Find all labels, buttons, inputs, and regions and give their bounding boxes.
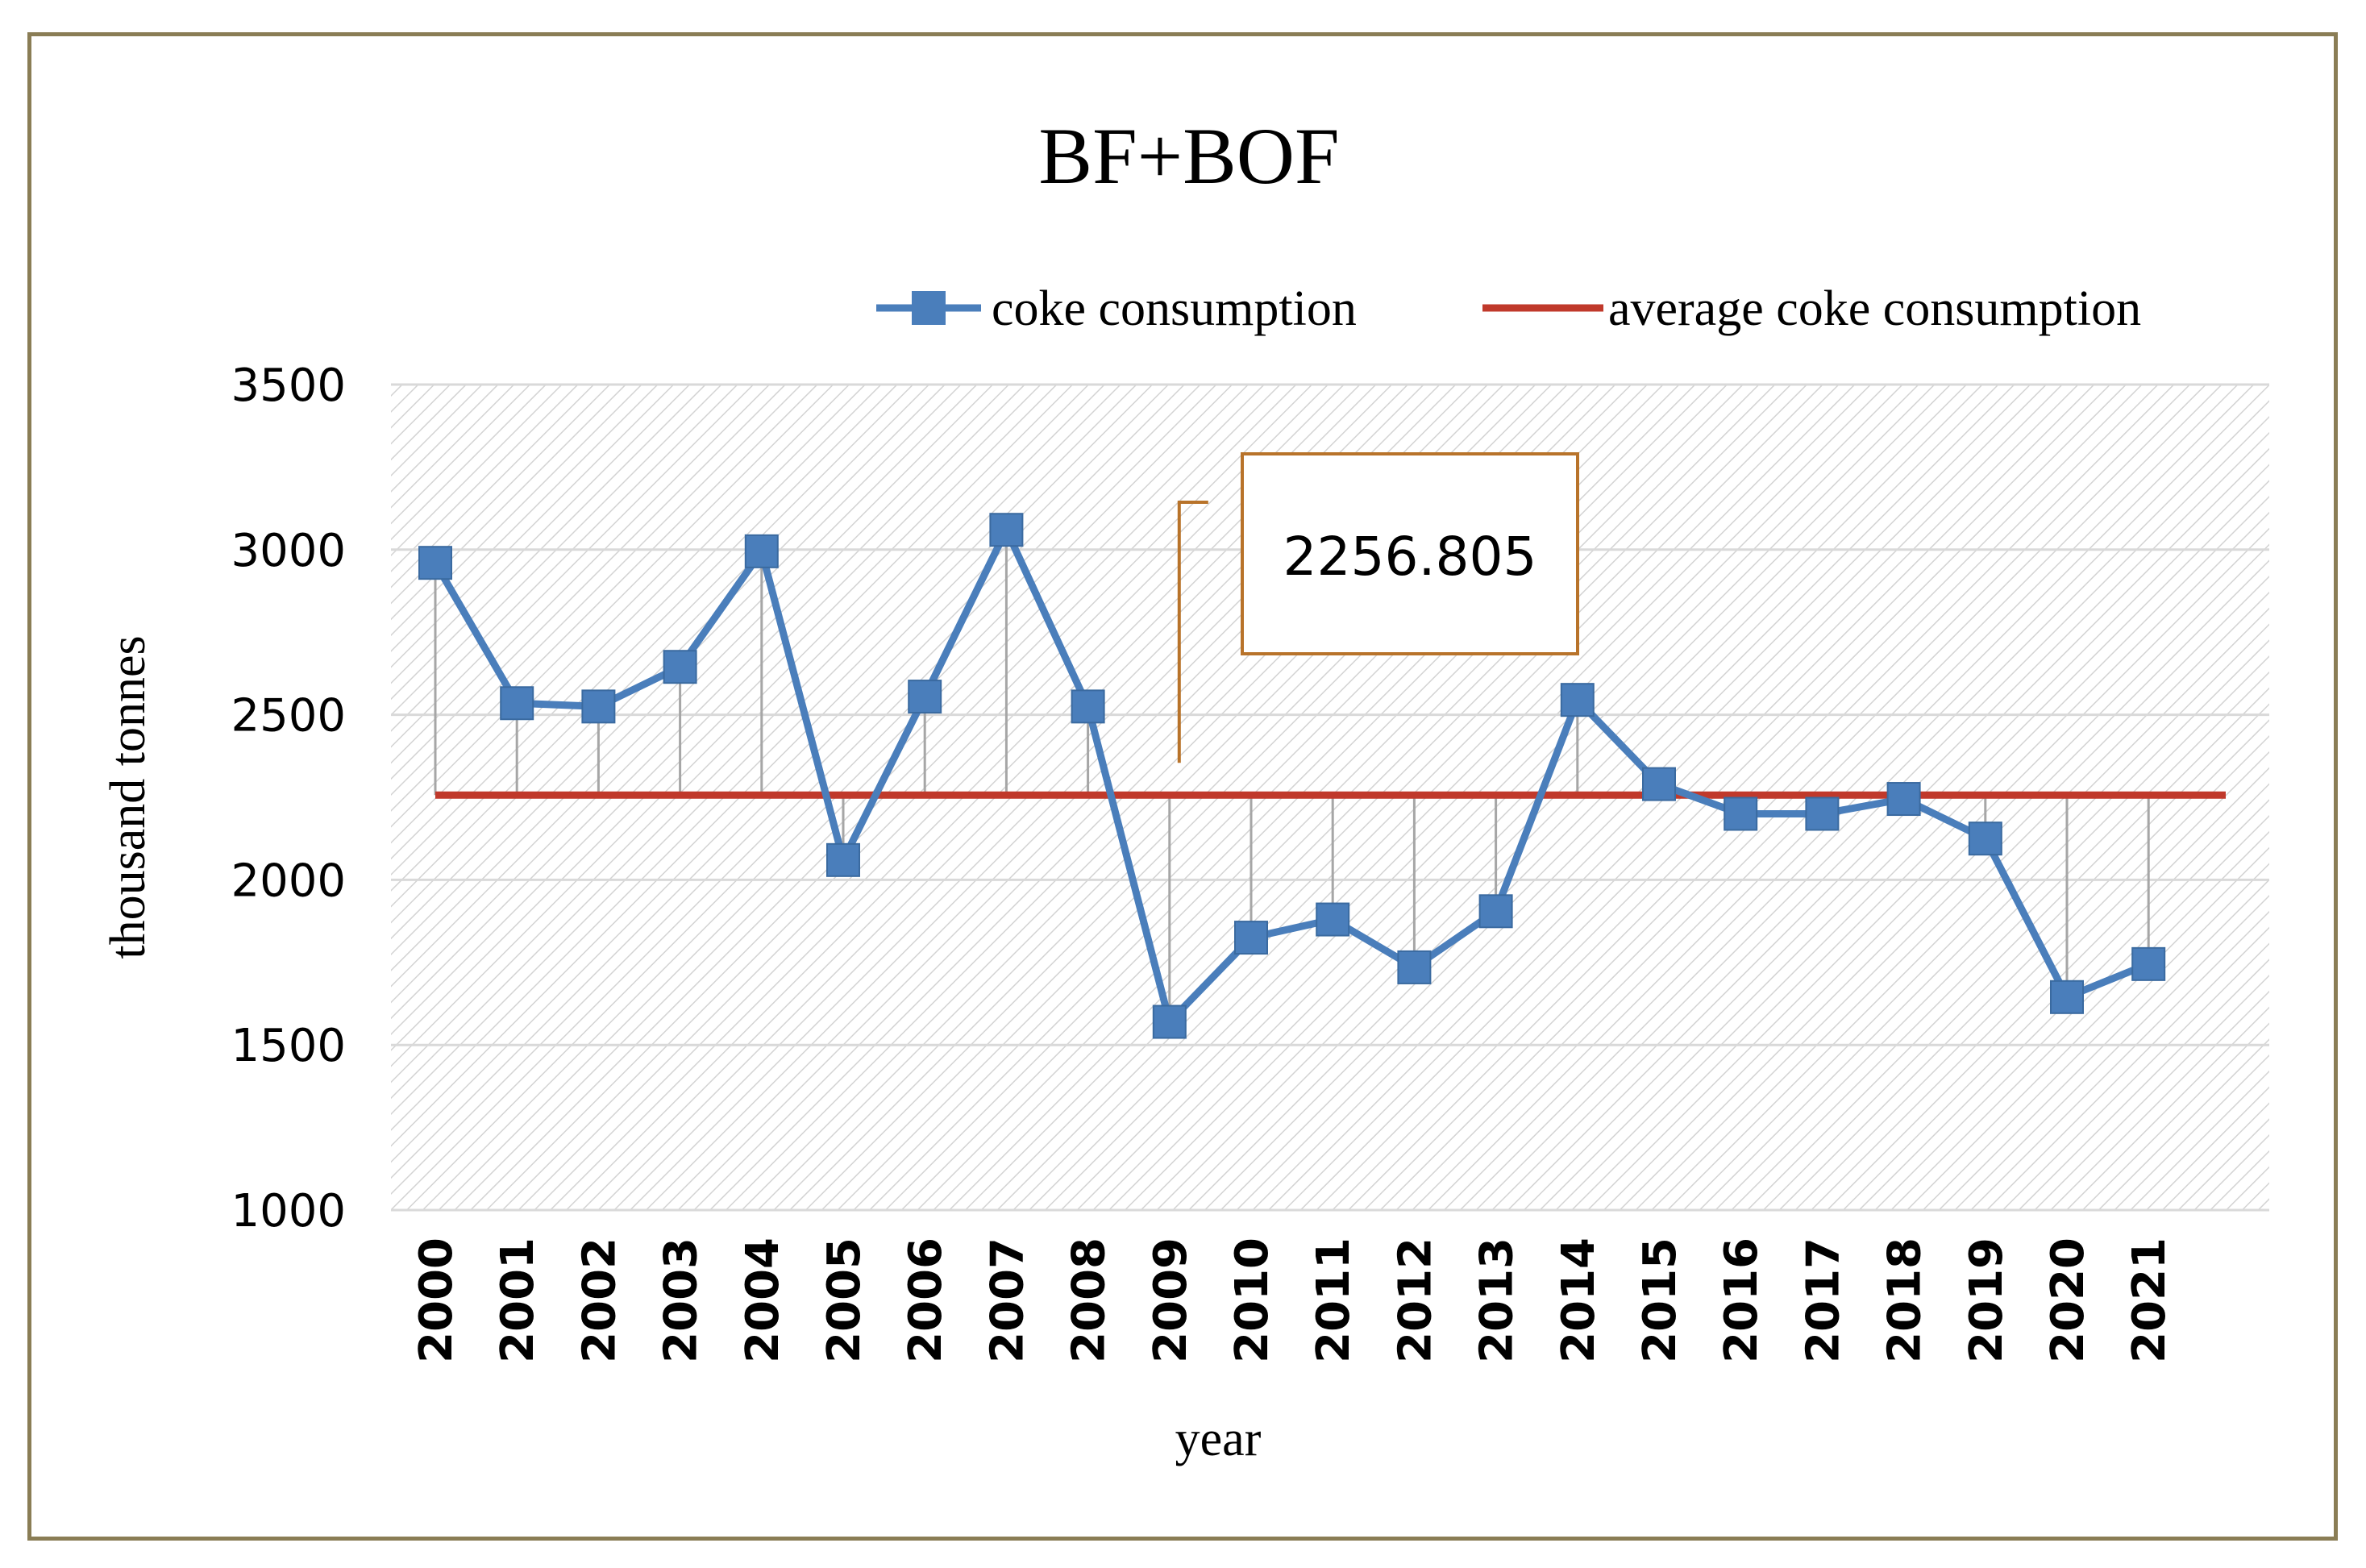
x-tick-label: 2010 (1226, 1237, 1279, 1363)
legend-average: average coke consumption (1482, 281, 2141, 336)
data-point-2005 (826, 842, 860, 877)
x-tick-label: 2000 (410, 1237, 463, 1363)
x-tick-label: 2019 (1961, 1237, 2013, 1363)
legend-average-label: average coke consumption (1608, 281, 2141, 336)
data-point-2018 (1886, 782, 1921, 817)
data-point-2011 (1316, 902, 1350, 937)
data-point-2012 (1397, 950, 1432, 984)
x-tick-label: 2008 (1063, 1237, 1116, 1363)
x-tick-label: 2006 (900, 1237, 952, 1363)
data-point-2019 (1968, 821, 2002, 856)
y-axis-title: thousand tonnes (101, 635, 156, 959)
data-point-2009 (1152, 1004, 1187, 1039)
x-tick-label: 2004 (737, 1237, 789, 1363)
data-point-2013 (1478, 894, 1513, 929)
x-tick-label: 2012 (1389, 1237, 1441, 1363)
y-tick-label: 3500 (231, 360, 346, 412)
data-point-2021 (2131, 946, 2166, 981)
legend-coke-consumption: coke consumption (876, 281, 1357, 336)
x-tick-label: 2007 (981, 1237, 1033, 1363)
legend-coke-marker (912, 291, 946, 325)
x-tick-label: 2001 (492, 1237, 544, 1363)
gridlines (391, 383, 2269, 1212)
data-point-2004 (744, 534, 779, 568)
x-tick-label: 2013 (1471, 1237, 1524, 1363)
data-point-2014 (1560, 683, 1595, 717)
data-point-2017 (1805, 796, 1840, 831)
annotation: 2256.805 (1177, 452, 1579, 763)
x-tick-label: 2014 (1553, 1237, 1605, 1363)
x-tick-label: 2016 (1715, 1237, 1768, 1363)
annotation-leader (1177, 501, 1208, 763)
data-point-2015 (1642, 767, 1676, 801)
x-tick-label: 2011 (1308, 1237, 1360, 1363)
x-tick-label: 2003 (655, 1237, 708, 1363)
data-point-2016 (1724, 796, 1758, 831)
y-tick-label: 1000 (231, 1185, 346, 1237)
x-axis: 2000 2001 2002 2003 2004 2005 2006 2007 2008 2009… (410, 1237, 2176, 1363)
x-tick-label: 2017 (1797, 1237, 1849, 1363)
chart: BF+BOF coke consumption average coke con… (101, 111, 2269, 1466)
coke-consumption-markers (418, 513, 2166, 1039)
x-tick-label: 2002 (573, 1237, 626, 1363)
chart-frame: BF+BOF coke consumption average coke con… (27, 32, 2338, 1541)
coke-consumption-line (432, 526, 2150, 1026)
x-tick-label: 2018 (1879, 1237, 1931, 1363)
data-point-2006 (908, 680, 942, 714)
x-tick-label: 2009 (1145, 1237, 1197, 1363)
y-tick-label: 3000 (231, 525, 346, 577)
x-tick-label: 2005 (818, 1237, 871, 1363)
data-point-2008 (1071, 689, 1105, 724)
data-point-2010 (1234, 921, 1268, 955)
x-tick-label: 2021 (2123, 1237, 2176, 1363)
drop-lines (434, 530, 2150, 1022)
y-tick-label: 2000 (231, 855, 346, 907)
data-point-2020 (2050, 979, 2084, 1014)
x-tick-label: 2020 (2042, 1237, 2094, 1363)
x-axis-title: year (1175, 1412, 1262, 1466)
data-point-2003 (663, 650, 697, 684)
x-tick-label: 2015 (1634, 1237, 1686, 1363)
data-point-2007 (989, 513, 1024, 547)
data-point-2002 (581, 689, 616, 724)
legend: coke consumption average coke consumptio… (876, 281, 2141, 336)
data-point-2000 (418, 546, 452, 580)
y-tick-label: 2500 (231, 690, 346, 742)
y-axis: 1000 1500 2000 2500 3000 3500 (231, 360, 346, 1237)
annotation-label: 2256.805 (1283, 526, 1537, 588)
annotation-box (1241, 452, 1579, 655)
data-point-2001 (500, 686, 534, 721)
y-tick-label: 1500 (231, 1020, 346, 1072)
chart-title: BF+BOF (1038, 111, 1339, 201)
legend-coke-label: coke consumption (992, 281, 1357, 336)
